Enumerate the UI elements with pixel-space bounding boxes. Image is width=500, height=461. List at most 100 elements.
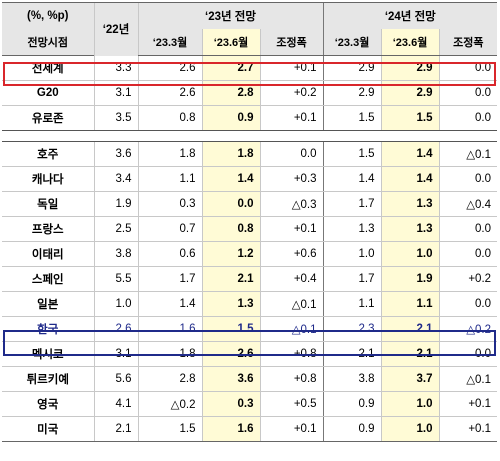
table-row: 영국 4.1 △0.2 0.3 +0.5 0.9 1.0 +0.1 — [2, 391, 498, 417]
cell-a: 1.7 — [137, 266, 202, 292]
cell-c: △0.3 — [259, 191, 324, 217]
cell-d: 1.5 — [322, 141, 382, 167]
cell-d: 2.1 — [322, 341, 382, 367]
cell-y22: 5.5 — [93, 266, 138, 292]
sub-23-mar: ‘23.3월 — [137, 29, 202, 56]
col-2023-forecast: ‘23년 전망 — [137, 2, 324, 29]
cell-d: 1.5 — [322, 105, 382, 131]
cell-e: 1.1 — [380, 291, 440, 317]
cell-e: 1.0 — [380, 241, 440, 267]
country-name: 스페인 — [2, 266, 94, 292]
cell-y22: 2.6 — [93, 316, 138, 342]
country-name: 미국 — [2, 416, 94, 442]
table-row: 독일 1.9 0.3 0.0 △0.3 1.7 1.3 △0.4 — [2, 191, 498, 217]
cell-b: 1.6 — [201, 416, 260, 442]
table-row: 호주 3.6 1.8 1.8 0.0 1.5 1.4 △0.1 — [2, 141, 498, 167]
cell-y22: 2.5 — [93, 216, 138, 242]
country-name: 한국 — [2, 316, 94, 342]
cell-e: 3.7 — [380, 366, 440, 392]
table-row: 유로존 3.5 0.8 0.9 +0.1 1.5 1.5 0.0 — [2, 105, 498, 131]
cell-e: 1.9 — [380, 266, 440, 292]
cell-a: 2.8 — [137, 366, 202, 392]
col-2024-forecast: ‘24년 전망 — [322, 2, 498, 29]
cell-b: 2.1 — [201, 266, 260, 292]
header-row-sub: 전망시점 ‘23.3월 ‘23.6월 조정폭 ‘23.3월 ‘23.6월 조정폭 — [2, 29, 498, 56]
separator-cell — [260, 130, 324, 142]
country-name: G20 — [2, 80, 94, 106]
cell-f: 0.0 — [438, 105, 498, 131]
country-name: 전세계 — [2, 55, 94, 81]
country-name: 이태리 — [2, 241, 94, 267]
cell-d: 2.3 — [322, 316, 382, 342]
cell-y22: 3.4 — [93, 166, 138, 192]
cell-a: 1.8 — [137, 341, 202, 367]
country-name: 프랑스 — [2, 216, 94, 242]
table-row: 한국 2.6 1.6 1.5 △0.1 2.3 2.1 △0.2 — [2, 316, 498, 342]
cell-e: 1.3 — [380, 191, 440, 217]
separator-cell — [381, 130, 440, 142]
cell-d: 0.9 — [322, 416, 382, 442]
cell-d: 2.9 — [322, 80, 382, 106]
cell-y22: 3.3 — [93, 55, 138, 81]
cell-a: 1.8 — [137, 141, 202, 167]
cell-f: △0.2 — [438, 316, 498, 342]
cell-b: 2.6 — [201, 341, 260, 367]
cell-f: △0.1 — [438, 366, 498, 392]
cell-b: 0.8 — [201, 216, 260, 242]
country-name: 독일 — [2, 191, 94, 217]
cell-e: 1.4 — [380, 166, 440, 192]
cell-y22: 1.0 — [93, 291, 138, 317]
cell-y22: 1.9 — [93, 191, 138, 217]
cell-c: △0.1 — [259, 316, 324, 342]
cell-f: 0.0 — [438, 291, 498, 317]
table-body: 전세계 3.3 2.6 2.7 +0.1 2.9 2.9 0.0 G20 3.1 2.6 2.8 +0.… — [2, 55, 498, 442]
table-row: 프랑스 2.5 0.7 0.8 +0.1 1.3 1.3 0.0 — [2, 216, 498, 242]
cell-e: 1.0 — [380, 391, 440, 417]
cell-b: 2.8 — [201, 80, 260, 106]
table-row: 이태리 3.8 0.6 1.2 +0.6 1.0 1.0 0.0 — [2, 241, 498, 267]
cell-f: 0.0 — [438, 241, 498, 267]
cell-d: 1.7 — [322, 191, 382, 217]
cell-e: 1.0 — [380, 416, 440, 442]
cell-c: +0.5 — [259, 391, 324, 417]
table-row: 전세계 3.3 2.6 2.7 +0.1 2.9 2.9 0.0 — [2, 55, 498, 81]
separator-cell — [94, 130, 138, 142]
separator-cell — [138, 130, 202, 142]
col-2022: ‘22년 — [93, 2, 138, 56]
cell-f: 0.0 — [438, 55, 498, 81]
cell-b: 0.9 — [201, 105, 260, 131]
cell-c: +0.2 — [259, 80, 324, 106]
cell-f: 0.0 — [438, 80, 498, 106]
sub-24-adj: 조정폭 — [438, 29, 498, 56]
cell-b: 0.3 — [201, 391, 260, 417]
separator-cell — [439, 130, 498, 142]
cell-f: △0.4 — [438, 191, 498, 217]
cell-e: 1.5 — [380, 105, 440, 131]
cell-y22: 3.1 — [93, 80, 138, 106]
cell-d: 1.4 — [322, 166, 382, 192]
table-row: 멕시코 3.1 1.8 2.6 +0.8 2.1 2.1 0.0 — [2, 341, 498, 367]
cell-y22: 3.1 — [93, 341, 138, 367]
table-row: 일본 1.0 1.4 1.3 △0.1 1.1 1.1 0.0 — [2, 291, 498, 317]
unit-label: (%, %p) — [2, 2, 94, 29]
cell-a: 1.6 — [137, 316, 202, 342]
cell-y22: 3.8 — [93, 241, 138, 267]
cell-c: +0.3 — [259, 166, 324, 192]
country-name: 영국 — [2, 391, 94, 417]
forecast-table-container: (%, %p) ‘22년 ‘23년 전망 ‘24년 전망 전망시점 ‘23.3월… — [2, 2, 498, 442]
cell-a: 0.8 — [137, 105, 202, 131]
cell-b: 1.4 — [201, 166, 260, 192]
country-name: 튀르키예 — [2, 366, 94, 392]
cell-e: 2.9 — [380, 55, 440, 81]
cell-d: 1.7 — [322, 266, 382, 292]
cell-f: +0.1 — [438, 391, 498, 417]
cell-c: +0.8 — [259, 366, 324, 392]
table-row: 튀르키예 5.6 2.8 3.6 +0.8 3.8 3.7 △0.1 — [2, 366, 498, 392]
cell-e: 1.4 — [380, 141, 440, 167]
country-name: 캐나다 — [2, 166, 94, 192]
cell-b: 1.3 — [201, 291, 260, 317]
cell-f: +0.2 — [438, 266, 498, 292]
cell-c: +0.1 — [259, 416, 324, 442]
cell-f: 0.0 — [438, 216, 498, 242]
cell-y22: 3.5 — [93, 105, 138, 131]
